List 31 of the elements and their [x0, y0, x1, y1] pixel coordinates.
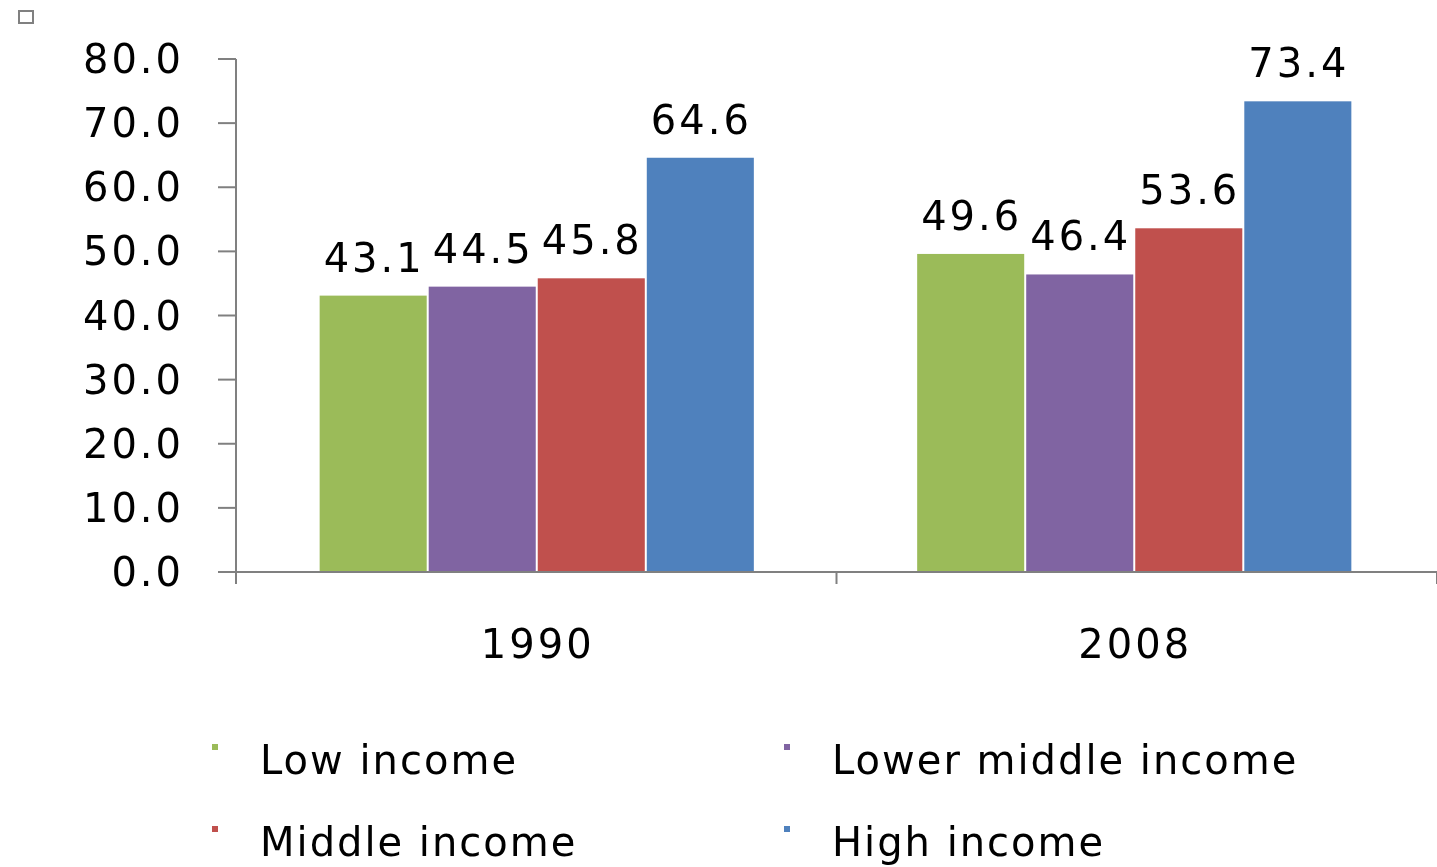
- data-label: 46.4: [1030, 213, 1132, 260]
- legend-label: High income: [832, 819, 1106, 865]
- bar: [428, 286, 536, 572]
- data-label: 73.4: [1248, 40, 1350, 87]
- x-tick-label: 1990: [480, 621, 595, 667]
- data-label: 53.6: [1139, 167, 1241, 214]
- y-tick-label: 20.0: [82, 420, 184, 467]
- bar: [1244, 101, 1352, 572]
- legend-label: Middle income: [260, 819, 578, 865]
- legend-label: Lower middle income: [832, 737, 1299, 783]
- y-tick-label: 80.0: [82, 36, 184, 82]
- data-label: 44.5: [432, 225, 534, 272]
- x-tick-label: 2008: [1078, 621, 1193, 667]
- bar: [1135, 228, 1243, 572]
- y-tick-label: 50.0: [82, 228, 184, 275]
- data-label: 64.6: [650, 96, 752, 143]
- legend-label: Low income: [260, 737, 518, 783]
- y-tick-label: 0.0: [111, 549, 184, 595]
- bar: [319, 295, 427, 572]
- bar: [537, 278, 645, 572]
- y-tick-label: 30.0: [82, 356, 184, 403]
- bar: [646, 157, 754, 572]
- bar: [917, 253, 1025, 572]
- y-tick-label: 10.0: [82, 484, 184, 531]
- y-tick-label: 70.0: [82, 100, 184, 147]
- data-label: 45.8: [541, 217, 643, 264]
- bar: [1026, 274, 1134, 572]
- y-tick-label: 60.0: [82, 164, 184, 211]
- data-label: 43.1: [323, 234, 425, 281]
- data-label: 49.6: [921, 192, 1023, 239]
- y-tick-label: 40.0: [82, 292, 184, 339]
